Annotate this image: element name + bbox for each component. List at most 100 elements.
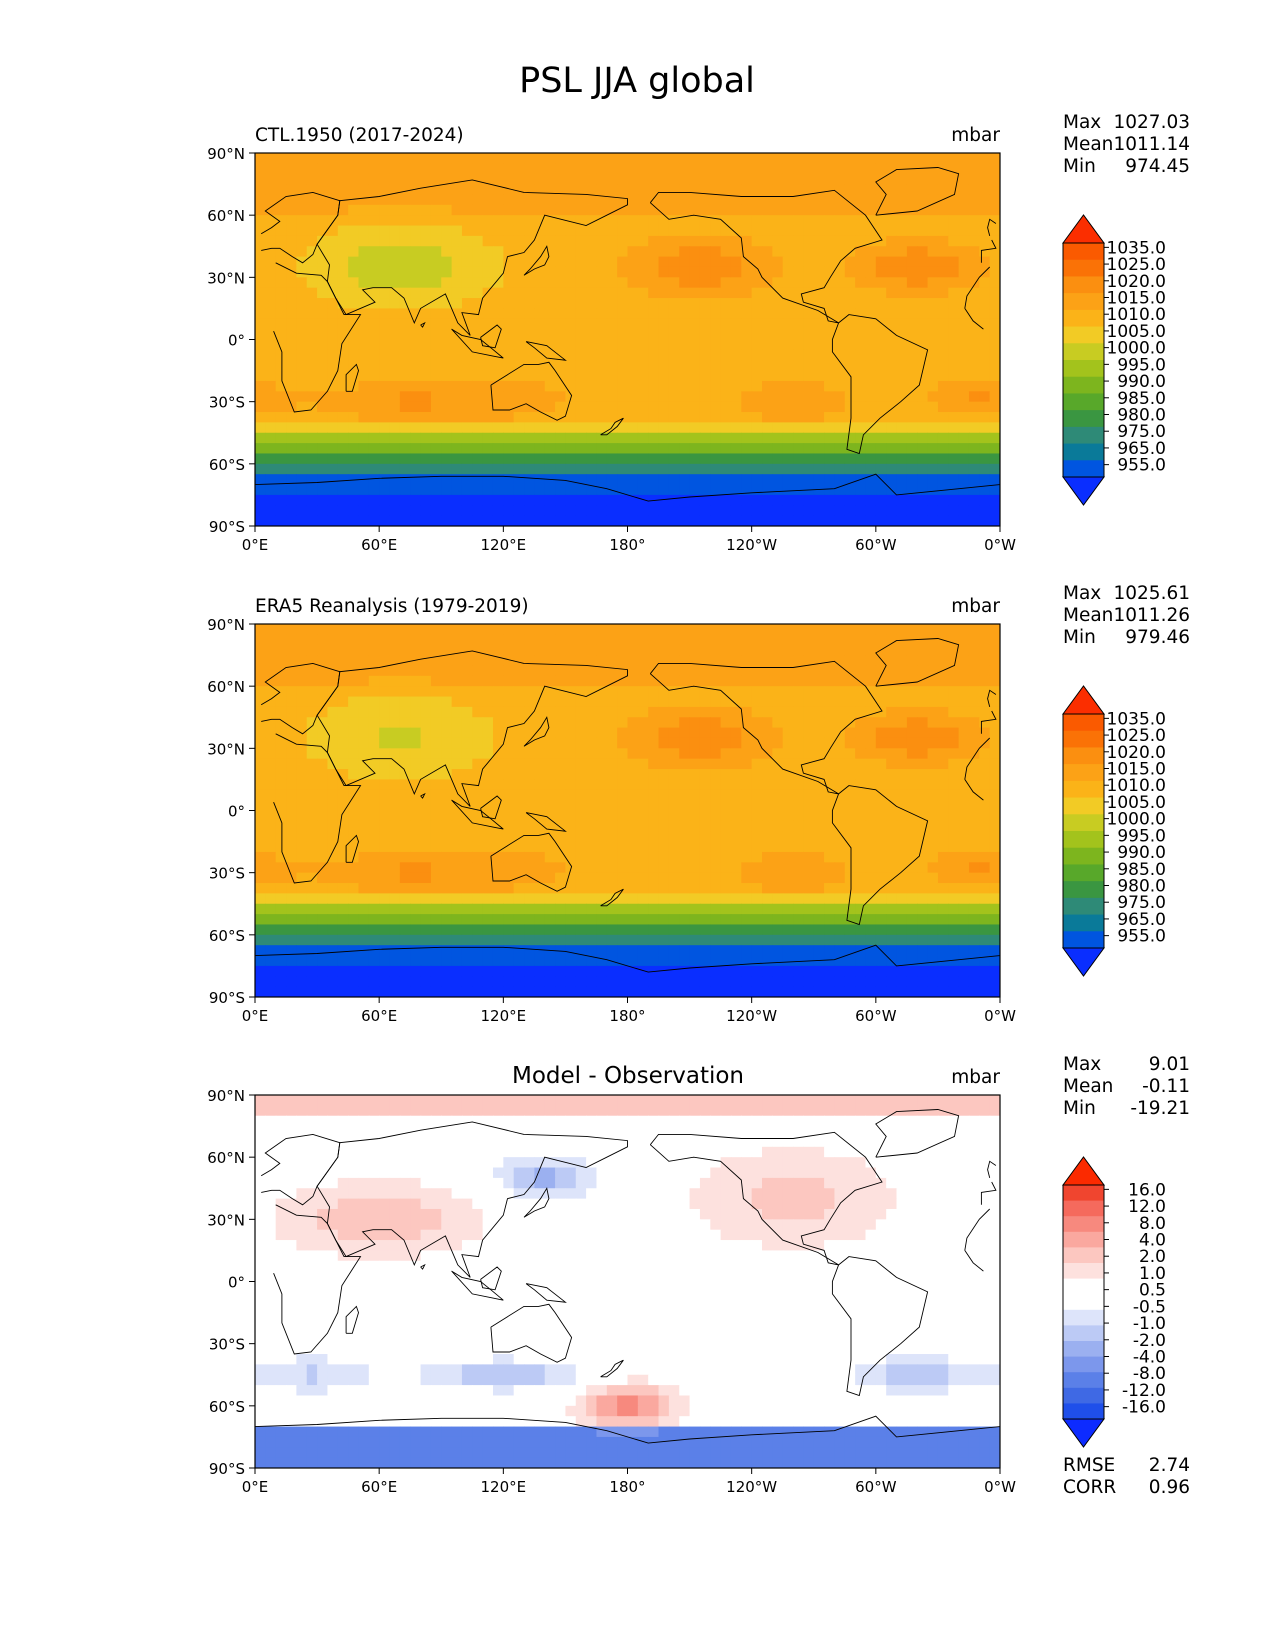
coastline-uk (987, 689, 997, 708)
x-tick-label: 0°W (984, 1007, 1016, 1025)
coastlines (255, 167, 1000, 526)
colorbar-label: -2.0 (1133, 1331, 1166, 1351)
colorbar-label: -12.0 (1122, 1381, 1166, 1401)
colorbar-label: 1005.0 (1107, 793, 1166, 813)
stat-label: Max (1063, 112, 1101, 133)
coastline-newguinea (525, 341, 567, 361)
colorbar-label: 995.0 (1117, 826, 1166, 846)
colorbar-label: 4.0 (1139, 1231, 1166, 1251)
colorbar-label: 975.0 (1117, 893, 1166, 913)
x-tick-label: 0°E (242, 1478, 269, 1496)
colorbar-label: 16.0 (1128, 1180, 1166, 1200)
colorbar-segment (1063, 1309, 1104, 1326)
y-tick-label: 90°N (207, 145, 245, 163)
x-tick-label: 0°W (984, 1478, 1016, 1496)
colorbar-segment (1063, 243, 1104, 261)
colorbar-segment (1063, 847, 1104, 865)
panel-3: Model - Observation mbar 90°N 60°N 30°N 0° 30°… (207, 1054, 1190, 1498)
colorbar-label: 1000.0 (1107, 339, 1166, 359)
colorbar-segment (1063, 831, 1104, 849)
stat-value: 979.46 (1125, 627, 1190, 648)
colorbar-label: 1010.0 (1107, 776, 1166, 796)
map-field (255, 624, 1000, 997)
panel-1: CTL.1950 (2017-2024) mbar 90°N 60°N 30°N 0° 30… (207, 112, 1190, 554)
colorbar-label: 980.0 (1117, 877, 1166, 897)
coastline-borneo (480, 324, 502, 349)
colorbar-label: -1.0 (1133, 1314, 1166, 1334)
coastline-uk (987, 218, 997, 237)
panel-title: ERA5 Reanalysis (1979-2019) (255, 596, 529, 617)
coastline-madagascar (345, 363, 359, 392)
stat-value: 1011.26 (1113, 605, 1190, 626)
stat-label: Min (1063, 1098, 1096, 1119)
coastline-japan (523, 716, 550, 747)
x-tick-label: 60°W (855, 1478, 897, 1496)
x-tick-label: 60°E (361, 1478, 397, 1496)
stat-value: -19.21 (1130, 1098, 1190, 1119)
coastline-borneo (480, 795, 502, 820)
colorbar-label: 1025.0 (1107, 255, 1166, 275)
coastline-australia (490, 361, 573, 421)
x-tick-label: 60°W (855, 536, 897, 554)
coastline-india_isl (420, 321, 426, 328)
colorbar-segment (1063, 747, 1104, 765)
x-tick-label: 120°E (481, 536, 527, 554)
colorbar-segment (1063, 1403, 1104, 1420)
colorbar-label: 965.0 (1117, 439, 1166, 459)
colorbar-segment (1063, 1341, 1104, 1358)
coastline-antarctica (255, 944, 1000, 997)
colorbar-segment (1063, 1356, 1104, 1373)
panel-title: Model - Observation (512, 1063, 744, 1089)
x-tick-label: 180° (609, 1478, 645, 1496)
coastline-nz (600, 417, 624, 436)
colorbar-segment (1063, 276, 1104, 294)
y-tick-label: 90°N (207, 616, 245, 634)
stat-value: 9.01 (1149, 1054, 1190, 1075)
coastline-africa (273, 1204, 991, 1355)
colorbar-label: 1.0 (1139, 1264, 1166, 1284)
colorbar-segment (1063, 443, 1104, 461)
y-tick-label: 60°N (207, 678, 245, 696)
coastline-antarctica (255, 1415, 1000, 1468)
x-tick-label: 0°W (984, 536, 1016, 554)
stat-label: Min (1063, 156, 1096, 177)
y-tick-label: 60°N (207, 207, 245, 225)
panel-units: mbar (951, 596, 1000, 617)
colorbar-extend-min (1062, 1418, 1105, 1448)
colorbar-segment (1063, 1278, 1104, 1295)
coastline-indonesia (451, 799, 504, 830)
y-tick-label: 30°S (209, 394, 245, 412)
y-tick-label: 30°N (207, 740, 245, 758)
colorbar-segment (1063, 1231, 1104, 1248)
x-tick-label: 120°W (726, 1478, 777, 1496)
colorbar-segment (1063, 410, 1104, 428)
map-field (255, 1095, 1000, 1468)
colorbar-segment (1063, 881, 1104, 899)
coastline-india_isl (420, 1263, 426, 1270)
colorbar-extend-min (1062, 476, 1105, 506)
colorbar-label: 990.0 (1117, 372, 1166, 392)
colorbar-segment (1063, 1185, 1104, 1202)
stat-label: Max (1063, 1054, 1101, 1075)
colorbar-segment (1063, 864, 1104, 882)
y-tick-label: 90°S (209, 518, 245, 536)
colorbar-segment (1063, 460, 1104, 478)
colorbar-segment (1063, 309, 1104, 328)
stat-label: Max (1063, 583, 1101, 604)
colorbar-label: 2.0 (1139, 1247, 1166, 1267)
coastline-greenland (875, 167, 960, 216)
panel-2: ERA5 Reanalysis (1979-2019) mbar 90°N 60°N 3… (207, 583, 1190, 1025)
colorbar-extend-min (1062, 947, 1105, 977)
colorbar-extend-max (1062, 1156, 1105, 1186)
coastline-namerica (649, 660, 883, 795)
stat-label: Mean (1063, 134, 1113, 155)
colorbar-segment (1063, 360, 1104, 378)
x-tick-label: 120°E (481, 1007, 527, 1025)
colorbar-segment (1063, 326, 1104, 344)
colorbar-label: 1020.0 (1107, 743, 1166, 763)
colorbar-segment (1063, 780, 1104, 799)
colorbar-label: 1035.0 (1107, 709, 1166, 729)
colorbar-segment (1063, 376, 1104, 394)
y-tick-label: 90°S (209, 1460, 245, 1478)
colorbar-frame (1062, 713, 1105, 949)
